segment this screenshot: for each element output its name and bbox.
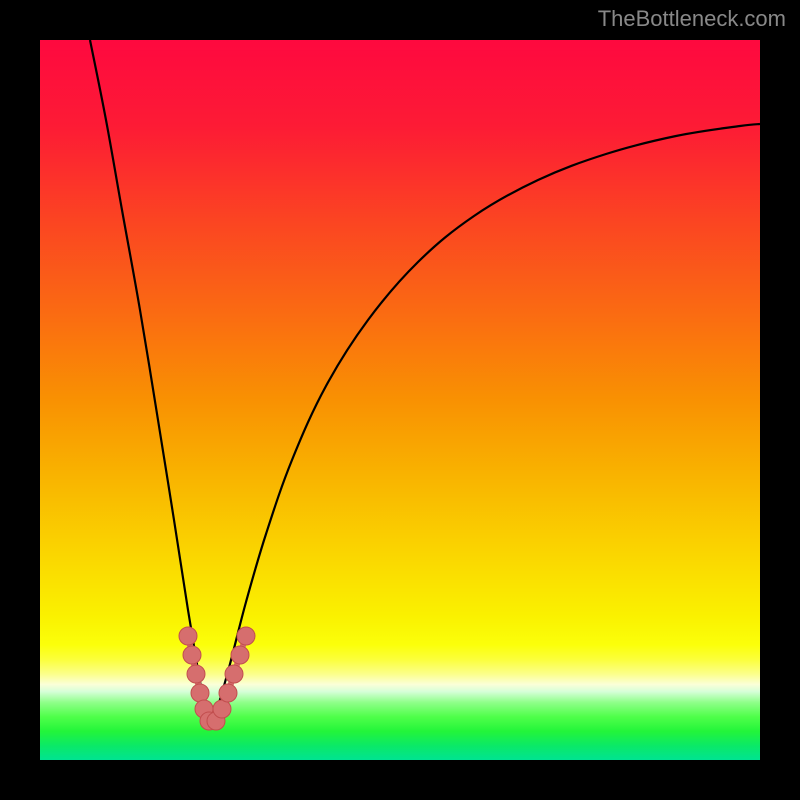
watermark-label: TheBottleneck.com bbox=[598, 6, 786, 32]
marker-dot bbox=[225, 665, 243, 683]
marker-dot bbox=[187, 665, 205, 683]
plot-area bbox=[40, 40, 760, 760]
gradient-background bbox=[40, 40, 760, 760]
marker-dot bbox=[191, 684, 209, 702]
marker-dot bbox=[237, 627, 255, 645]
marker-dot bbox=[179, 627, 197, 645]
chart-stage: TheBottleneck.com bbox=[0, 0, 800, 800]
marker-dot bbox=[213, 700, 231, 718]
chart-svg bbox=[40, 40, 760, 760]
marker-dot bbox=[183, 646, 201, 664]
marker-dot bbox=[231, 646, 249, 664]
marker-dot bbox=[219, 684, 237, 702]
